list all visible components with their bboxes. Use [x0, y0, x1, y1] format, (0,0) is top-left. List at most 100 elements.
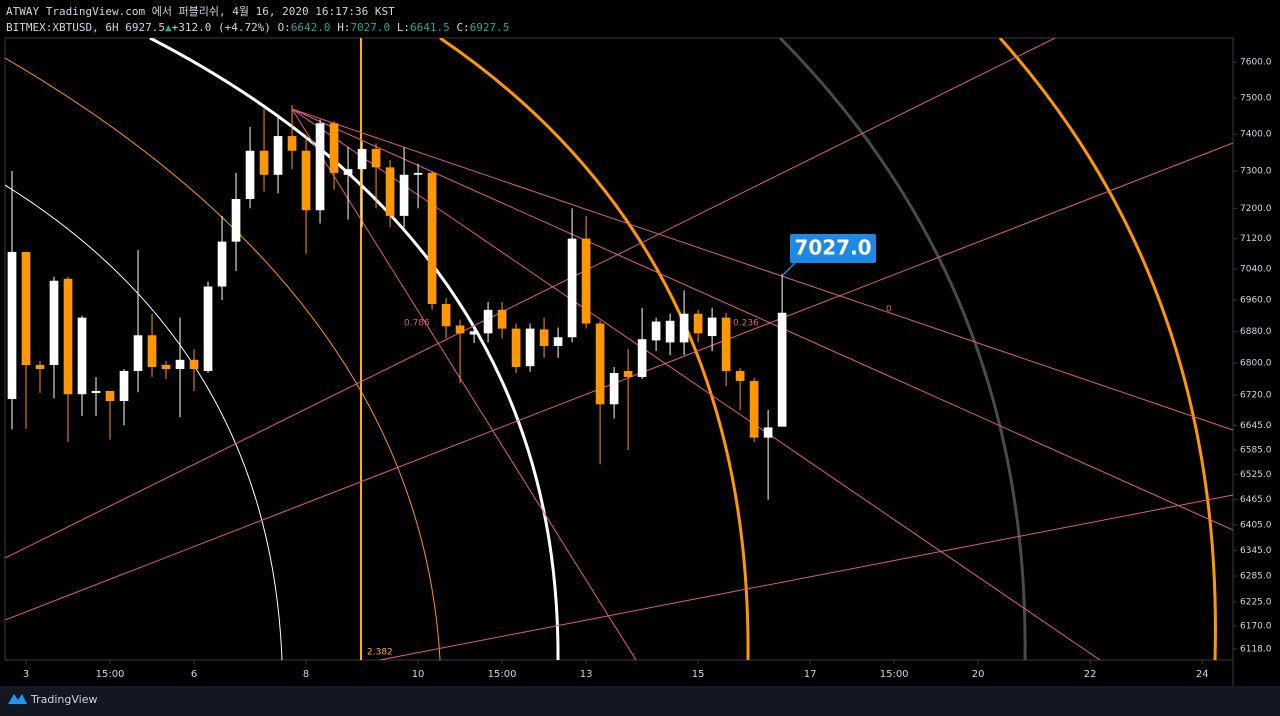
- candle-body: [763, 427, 773, 438]
- x-tick-label: 10: [412, 669, 425, 680]
- candle-body: [749, 380, 759, 438]
- y-tick-label: 6720.0: [1240, 391, 1272, 401]
- fib-level-label: 0.786: [404, 319, 430, 329]
- ohlc-label: H:: [337, 21, 350, 34]
- candle-body: [105, 390, 115, 402]
- candle-body: [525, 328, 535, 367]
- ohlc-label: O:: [278, 21, 291, 34]
- y-tick-label: 6405.0: [1240, 520, 1272, 530]
- x-tick-label: 17: [804, 669, 817, 680]
- y-tick-label: 6800.0: [1240, 359, 1272, 369]
- candle-body: [287, 136, 297, 151]
- candle-body: [329, 123, 339, 173]
- candle-body: [455, 325, 465, 334]
- logo: [8, 694, 27, 704]
- fib-arc: [778, 38, 1027, 660]
- y-tick-label: 6645.0: [1240, 421, 1272, 431]
- x-tick-label: 13: [580, 669, 593, 680]
- candle-body: [399, 174, 409, 216]
- fib-level-label: 0: [886, 305, 892, 315]
- candle-body: [385, 167, 395, 216]
- candle-body: [203, 286, 213, 371]
- candle-body: [413, 172, 423, 175]
- y-tick-label: 6465.0: [1240, 495, 1272, 505]
- candle-body: [679, 313, 689, 343]
- ohlc-value: 6641.5: [410, 21, 450, 34]
- candle-body: [693, 313, 703, 334]
- x-tick-label: 15:00: [880, 669, 909, 680]
- fib-arc: [5, 57, 441, 660]
- candle-body: [49, 280, 59, 365]
- candle-body: [581, 238, 591, 324]
- y-tick-label: 7040.0: [1240, 265, 1272, 275]
- symbol: BITMEX:XBTUSD, 6H: [6, 21, 119, 34]
- candle-body: [735, 370, 745, 381]
- y-tick-label: 6880.0: [1240, 327, 1272, 337]
- candle-body: [357, 148, 367, 170]
- candle-body: [133, 335, 143, 371]
- candle-body: [595, 323, 605, 405]
- candle-body: [189, 359, 199, 369]
- trend-line: [379, 494, 1233, 660]
- ohlc-label: L:: [397, 21, 410, 34]
- ohlc-value: 6642.0: [291, 21, 331, 34]
- trend-line: [5, 38, 1056, 559]
- x-tick-label: 22: [1084, 669, 1097, 680]
- price-callout-pointer: [782, 261, 797, 276]
- x-tick-label: 20: [972, 669, 985, 680]
- x-tick-label: 8: [303, 669, 309, 680]
- fan-line: [291, 108, 1101, 660]
- candle-body: [427, 172, 437, 304]
- x-tick-label: 15:00: [96, 669, 125, 680]
- x-tick-label: 15:00: [488, 669, 517, 680]
- candle-body: [273, 136, 283, 175]
- candle-body: [609, 372, 619, 405]
- candle-body: [35, 364, 45, 369]
- fan-line: [291, 108, 637, 660]
- drawings: [5, 38, 1233, 660]
- candle-body: [161, 364, 171, 369]
- candle-body: [511, 328, 521, 367]
- y-tick-label: 7500.0: [1240, 93, 1272, 103]
- y-tick-label: 6225.0: [1240, 598, 1272, 608]
- y-tick-label: 7200.0: [1240, 204, 1272, 214]
- candle-body: [665, 320, 675, 343]
- y-tick-label: 7400.0: [1240, 130, 1272, 140]
- candle-body: [539, 329, 549, 346]
- candle-body: [553, 337, 563, 346]
- candle-body: [91, 390, 101, 394]
- candle-body: [21, 251, 31, 365]
- candle-body: [623, 370, 633, 377]
- ohlc-value: 6927.5: [470, 21, 510, 34]
- candle-body: [469, 331, 479, 335]
- candle-body: [315, 123, 325, 211]
- candle-body: [7, 251, 17, 400]
- candles: [7, 105, 787, 500]
- y-tick-label: 7120.0: [1240, 234, 1272, 244]
- candle-body: [301, 150, 311, 211]
- candle-body: [259, 150, 269, 175]
- candle-body: [777, 312, 787, 427]
- symbol-info: BITMEX:XBTUSD, 6H 6927.5▲+312.0 (+4.72%)…: [6, 21, 509, 34]
- candle-body: [231, 198, 241, 242]
- candle-body: [175, 359, 185, 369]
- fib-arc: [149, 38, 560, 660]
- ohlc-value: 7027.0: [350, 21, 390, 34]
- fib-level-label: 0.236: [733, 319, 759, 329]
- change: +312.0 (+4.72%): [172, 21, 271, 34]
- candle-body: [483, 309, 493, 334]
- y-tick-label: 6585.0: [1240, 445, 1272, 455]
- trend-line: [5, 142, 1233, 621]
- x-tick-label: 3: [23, 669, 29, 680]
- y-tick-label: 6285.0: [1240, 572, 1272, 582]
- y-tick-label: 6118.0: [1240, 644, 1272, 654]
- candle-body: [63, 278, 73, 395]
- price-callout-text: 7027.0: [794, 236, 871, 260]
- y-tick-label: 7300.0: [1240, 167, 1272, 177]
- price-callout: [790, 234, 876, 263]
- fib-arc: [5, 184, 283, 660]
- candle-body: [651, 321, 661, 341]
- fan-line: [291, 108, 1233, 531]
- candle-body: [441, 303, 451, 327]
